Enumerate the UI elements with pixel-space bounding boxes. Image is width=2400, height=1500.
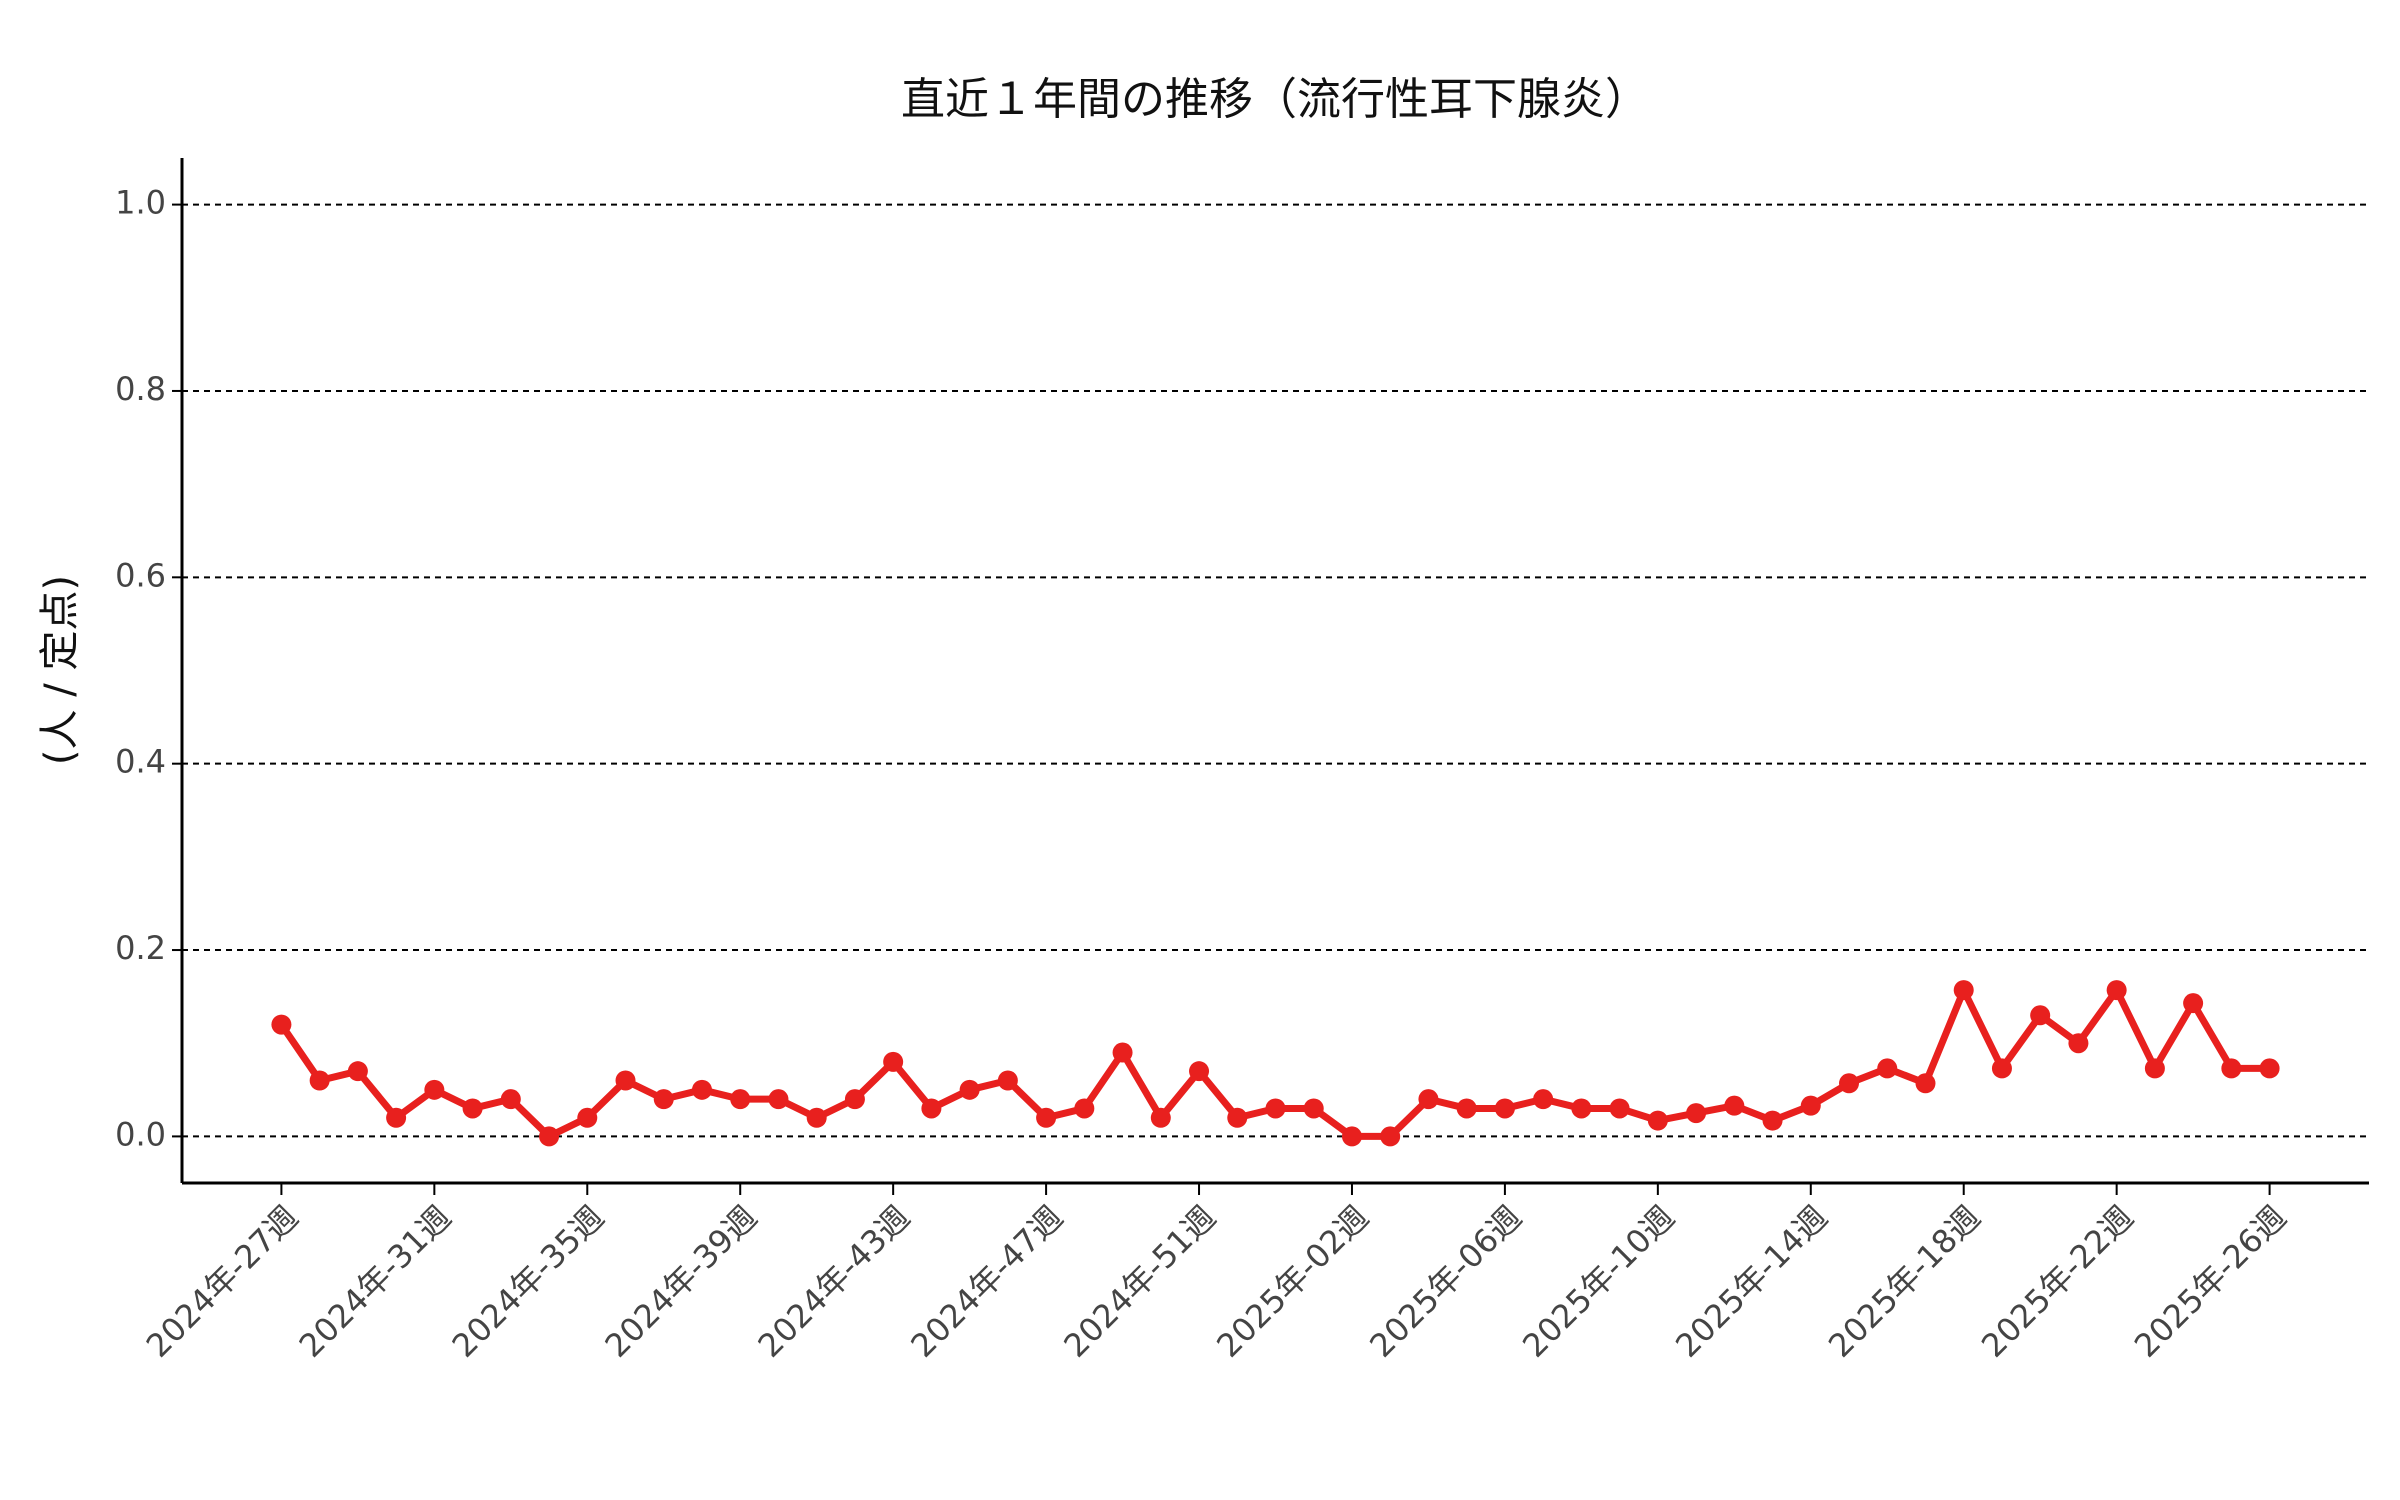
point — [2106, 980, 2127, 1001]
y-tick-label: 0.2 — [115, 929, 166, 967]
point — [615, 1070, 636, 1091]
point — [691, 1079, 712, 1100]
point — [1647, 1110, 1668, 1131]
point — [1686, 1103, 1707, 1124]
x-tick-label: 2024年-43週 — [750, 1198, 917, 1365]
point — [653, 1089, 674, 1110]
x-tick-label: 2024年-35週 — [445, 1198, 612, 1365]
point — [347, 1061, 368, 1082]
point — [806, 1107, 827, 1128]
x-tick-label: 2024年-51週 — [1056, 1198, 1223, 1365]
point — [1953, 980, 1974, 1001]
point — [2068, 1033, 2089, 1054]
x-tick-label: 2024年-39週 — [598, 1198, 765, 1365]
point — [1800, 1095, 1821, 1116]
point — [921, 1098, 942, 1119]
point — [500, 1089, 521, 1110]
point — [309, 1070, 330, 1091]
y-tick-label: 0.8 — [115, 370, 166, 408]
point — [1533, 1089, 1554, 1110]
point — [2144, 1058, 2165, 1079]
point — [1380, 1126, 1401, 1147]
point — [1915, 1073, 1936, 1094]
x-tick-label: 2024年-47週 — [903, 1198, 1070, 1365]
point — [1609, 1098, 1630, 1119]
point — [730, 1089, 751, 1110]
point — [1839, 1073, 1860, 1094]
point — [1112, 1042, 1133, 1063]
point — [1456, 1098, 1477, 1119]
x-tick-label: 2024年-27週 — [139, 1198, 306, 1365]
point — [1877, 1058, 1898, 1079]
y-tick-label: 0.6 — [115, 556, 166, 594]
point — [2221, 1058, 2242, 1079]
point — [462, 1098, 483, 1119]
point — [424, 1079, 445, 1100]
x-tick-label: 2025年-06週 — [1362, 1198, 1529, 1365]
point — [1265, 1098, 1286, 1119]
point — [577, 1107, 598, 1128]
point — [271, 1014, 292, 1035]
point — [1036, 1107, 1057, 1128]
x-tick-label: 2025年-02週 — [1209, 1198, 1376, 1365]
point — [1341, 1126, 1362, 1147]
point — [386, 1107, 407, 1128]
point — [1494, 1098, 1515, 1119]
x-tick-label: 2024年-31週 — [292, 1198, 459, 1365]
point — [1150, 1107, 1171, 1128]
point — [768, 1089, 789, 1110]
y-tick-label: 0.0 — [115, 1115, 166, 1153]
point — [1189, 1061, 1210, 1082]
point — [959, 1079, 980, 1100]
point — [1991, 1058, 2012, 1079]
point — [2259, 1058, 2280, 1079]
x-tick-label: 2025年-10週 — [1515, 1198, 1682, 1365]
point — [844, 1089, 865, 1110]
point — [1303, 1098, 1324, 1119]
point — [2183, 993, 2204, 1014]
point — [1571, 1098, 1592, 1119]
point — [1074, 1098, 1095, 1119]
x-tick-label: 2025年-26週 — [2127, 1198, 2294, 1365]
y-tick-label: 0.4 — [115, 743, 166, 781]
chart-title: 直近１年間の推移（流行性耳下腺炎） — [901, 74, 1649, 125]
x-tick-label: 2025年-14週 — [1668, 1198, 1835, 1365]
point — [1762, 1110, 1783, 1131]
point — [1724, 1095, 1745, 1116]
point — [1227, 1107, 1248, 1128]
x-tick-label: 2025年-22週 — [1974, 1198, 2141, 1365]
y-tick-label: 1.0 — [115, 184, 166, 222]
y-axis-label: (人 / 定点) — [37, 575, 83, 765]
point — [1418, 1089, 1439, 1110]
x-tick-label: 2025年-18週 — [1821, 1198, 1988, 1365]
point — [883, 1051, 904, 1072]
point — [539, 1126, 560, 1147]
point — [2030, 1005, 2051, 1026]
point — [997, 1070, 1018, 1091]
